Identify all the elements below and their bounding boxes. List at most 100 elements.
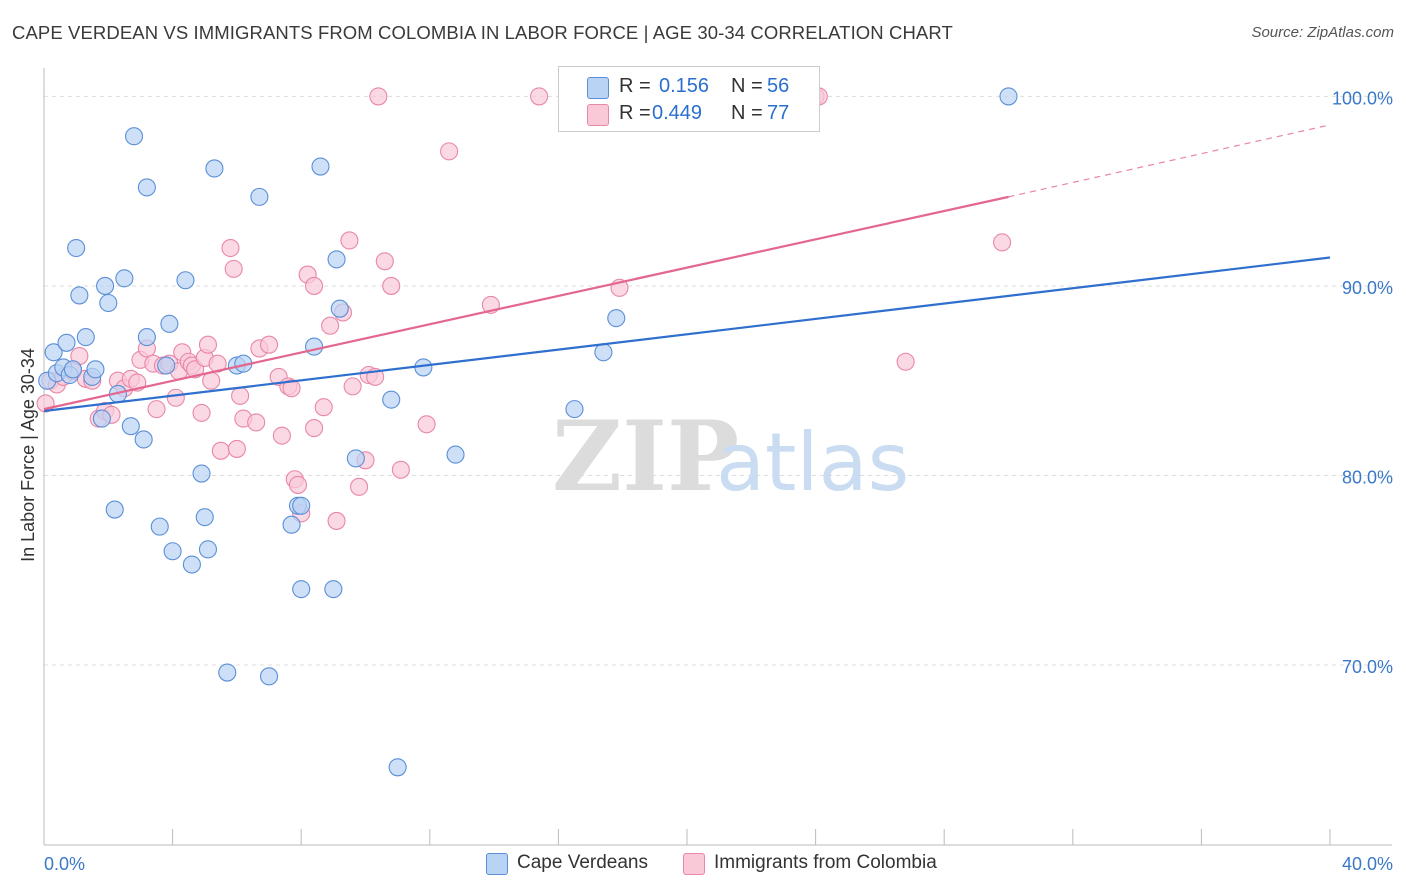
y-tick-label: 90.0% <box>1342 278 1393 298</box>
colombia-point <box>314 398 333 417</box>
cape-verdean-point <box>44 343 63 362</box>
cape-verdean-point <box>205 159 224 178</box>
legend-r-label: R = <box>619 102 651 124</box>
cape-verdean-point <box>57 333 76 352</box>
colombia-point <box>993 233 1012 252</box>
colombia-point <box>247 413 266 432</box>
legend-row-pink: R = 0.449 N = 77 <box>559 99 819 129</box>
cape-verdean-point <box>96 276 115 295</box>
cape-verdean-point <box>305 337 324 356</box>
colombia-point <box>369 87 388 106</box>
y-tick-label: 100.0% <box>1332 88 1393 108</box>
cape-verdean-point <box>67 238 86 258</box>
cape-verdean-point <box>198 540 218 559</box>
grid-lines <box>44 95 1392 666</box>
colombia-trend-extension <box>1008 124 1331 198</box>
tick-labels: 70.0% 80.0% 90.0% 100.0% 0.0% 40.0% <box>44 88 1393 874</box>
colombia-point <box>350 477 369 496</box>
colombia-point <box>288 475 308 494</box>
cape-verdean-point <box>311 157 330 176</box>
cape-verdean-point <box>192 464 211 483</box>
colombia-point <box>208 354 227 373</box>
cape-verdean-point <box>160 314 179 333</box>
trend-lines <box>43 124 1331 413</box>
colombia-point <box>282 379 301 398</box>
colombia-point <box>391 460 410 479</box>
chart-title: CAPE VERDEAN VS IMMIGRANTS FROM COLOMBIA… <box>12 22 953 43</box>
colombia-point <box>305 419 324 438</box>
cape-verdean-point <box>607 309 626 328</box>
cape-verdean-point <box>137 328 156 347</box>
cape-verdean-point <box>92 409 111 428</box>
cape-verdean-point <box>446 445 465 464</box>
colombia-point <box>166 388 185 407</box>
source-label: Source: ZipAtlas.com <box>1251 24 1394 41</box>
cape-verdean-point <box>565 400 584 419</box>
cape-verdean-point <box>70 286 89 305</box>
cape-verdean-point <box>195 508 214 527</box>
cape-verdean-point <box>346 449 365 468</box>
legend-r-value-blue: 0.156 <box>659 75 710 97</box>
cape-verdean-point <box>157 356 176 375</box>
legend-n-value-blue: 56 <box>767 75 790 97</box>
cape-verdean-trend-line <box>43 256 1331 413</box>
series-swatch-pink <box>683 853 705 875</box>
cape-verdean-point <box>150 517 169 536</box>
colombia-point <box>211 441 230 460</box>
colombia-point <box>224 259 243 278</box>
colombia-point <box>382 276 401 295</box>
legend-n-label: N = <box>731 102 763 124</box>
legend-row-blue: R = 0.156 N = 56 <box>559 72 819 102</box>
cape-verdean-point <box>137 178 156 197</box>
cape-verdean-point <box>292 496 311 515</box>
cape-verdean-point <box>218 663 237 682</box>
watermark: ZIP atlas <box>552 400 909 513</box>
cape-verdean-point <box>63 360 82 379</box>
colombia-point <box>375 252 394 271</box>
axes <box>43 68 1392 846</box>
y-axis-label: In Labor Force | Age 30-34 <box>18 348 38 562</box>
legend-swatch-pink <box>587 104 609 126</box>
colombia-point <box>305 276 324 295</box>
cape-verdean-point <box>282 515 301 534</box>
colombia-point <box>343 377 362 396</box>
cape-verdean-point <box>124 127 144 146</box>
y-tick-label: 80.0% <box>1342 467 1393 487</box>
cape-verdean-point <box>330 299 349 318</box>
cape-verdean-point <box>86 360 105 379</box>
colombia-point <box>417 415 436 434</box>
colombia-point <box>231 386 250 405</box>
x-tick-label: 40.0% <box>1342 854 1393 874</box>
legend-swatch-blue <box>587 77 609 99</box>
cape-verdean-point <box>382 390 401 409</box>
cape-verdean-point <box>292 580 311 599</box>
series-swatch-blue <box>486 853 508 875</box>
cape-verdean-point <box>115 269 134 288</box>
colombia-point <box>896 352 915 371</box>
cape-verdean-point <box>99 293 118 313</box>
legend-r-label: R = <box>619 75 651 97</box>
colombia-point <box>327 511 346 530</box>
cape-verdean-point <box>259 667 279 686</box>
colombia-point <box>530 87 549 106</box>
legend-n-label: N = <box>731 75 763 97</box>
cape-verdean-point <box>594 343 613 362</box>
colombia-point <box>321 316 340 335</box>
colombia-point <box>227 439 246 458</box>
colombia-point <box>272 426 291 445</box>
watermark-zip: ZIP <box>552 400 739 513</box>
cape-verdean-point <box>105 500 124 519</box>
legend-n-value-pink: 77 <box>767 102 790 124</box>
correlation-legend: R = 0.156 N = 56 R = 0.449 N = 77 <box>558 66 820 132</box>
cape-verdean-point <box>324 580 343 599</box>
cape-verdean-point <box>182 555 201 574</box>
cape-verdean-point <box>999 87 1018 106</box>
cape-verdean-points <box>38 87 1018 777</box>
colombia-point <box>198 335 218 354</box>
x-tick-label: 0.0% <box>44 854 85 874</box>
watermark-atlas: atlas <box>716 416 909 509</box>
colombia-point <box>221 238 240 258</box>
series-label-cape-verdeans: Cape Verdeans <box>517 852 648 873</box>
colombia-point <box>192 403 211 422</box>
